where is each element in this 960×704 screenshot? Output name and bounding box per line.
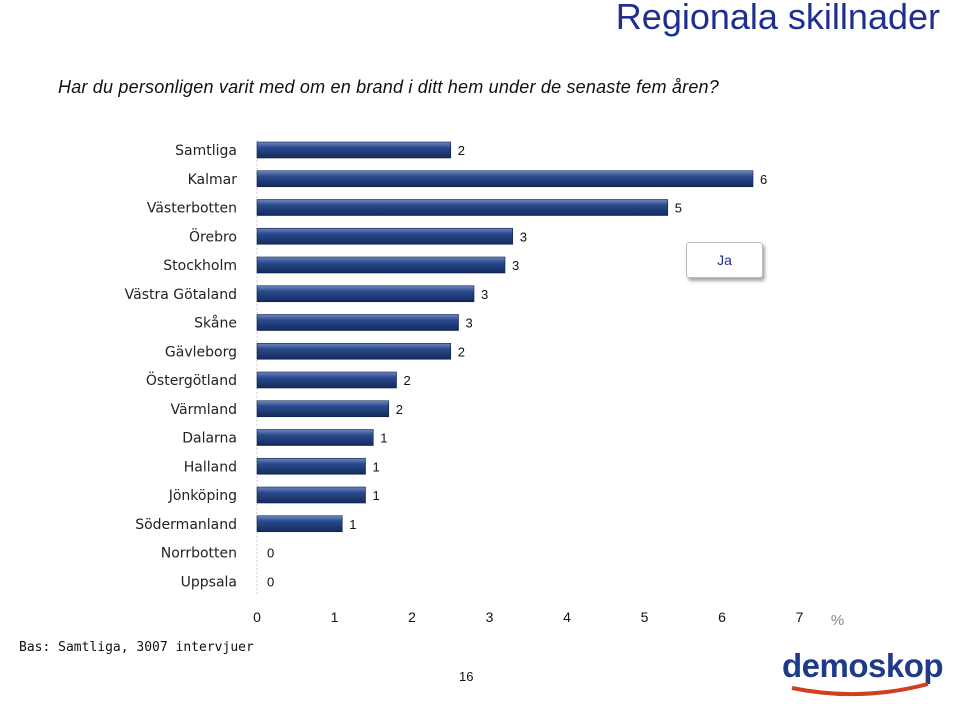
x-tick-label: 5 — [641, 609, 649, 625]
demoskop-logo: demoskop — [782, 647, 944, 684]
data-label: 1 — [373, 459, 380, 474]
category-label: Norrbotten — [161, 546, 237, 562]
bar — [256, 227, 514, 245]
data-label: 3 — [466, 316, 473, 331]
category-label: Skåne — [194, 315, 237, 332]
bar — [256, 342, 452, 360]
data-label: 1 — [349, 517, 356, 532]
category-label: Samtliga — [175, 143, 237, 159]
data-label: 0 — [267, 574, 274, 589]
bar — [256, 314, 459, 331]
category-label: Västra Götaland — [125, 287, 237, 303]
bar — [256, 141, 452, 159]
data-label: 2 — [396, 402, 403, 417]
data-label: 2 — [458, 344, 465, 359]
category-label: Halland — [184, 459, 237, 475]
x-tick-label: 6 — [718, 609, 726, 625]
category-label: Västerbotten — [147, 201, 237, 217]
data-label: 6 — [760, 172, 767, 187]
category-label: Kalmar — [188, 172, 238, 188]
category-label: Dalarna — [182, 431, 237, 447]
category-label: Värmland — [171, 402, 237, 418]
bar — [256, 429, 374, 446]
category-label: Södermanland — [135, 517, 237, 533]
bar — [256, 371, 397, 389]
bar — [256, 285, 475, 303]
bar — [256, 457, 366, 475]
x-tick-label: 4 — [563, 609, 571, 625]
data-label: 3 — [512, 258, 519, 273]
category-label: Örebro — [189, 227, 237, 245]
page-title: Regionala skillnader — [615, 0, 940, 37]
data-label: 1 — [380, 431, 387, 446]
category-label: Östergötland — [146, 371, 237, 389]
bar — [256, 256, 506, 274]
bar — [256, 400, 390, 418]
bar — [256, 515, 343, 533]
data-label: 3 — [481, 287, 488, 302]
category-label: Stockholm — [163, 258, 237, 274]
category-label: Gävleborg — [165, 344, 237, 360]
x-tick-label: 0 — [253, 609, 261, 625]
data-label: 0 — [267, 546, 274, 561]
legend-label: Ja — [717, 252, 732, 268]
x-tick-label: 7 — [796, 609, 804, 625]
survey-question: Har du personligen varit med om en brand… — [58, 77, 719, 97]
data-label: 5 — [675, 201, 682, 216]
page-number: 16 — [459, 669, 474, 684]
x-tick-label: 1 — [331, 609, 339, 625]
data-label: 1 — [373, 488, 380, 503]
chart-legend: Ja — [686, 242, 763, 278]
bar — [256, 486, 366, 504]
x-tick-label: 2 — [408, 609, 416, 625]
x-axis-unit-label: % — [831, 612, 844, 629]
data-label: 3 — [520, 229, 527, 244]
category-label: Uppsala — [181, 574, 237, 590]
data-label: 2 — [458, 143, 465, 158]
x-tick-label: 3 — [486, 609, 494, 625]
base-note: Bas: Samtliga, 3007 intervjuer — [19, 640, 254, 655]
logo-swoosh-icon — [791, 682, 929, 697]
bar — [256, 199, 669, 216]
category-label: Jönköping — [168, 488, 237, 504]
data-label: 2 — [404, 373, 411, 388]
bar — [256, 170, 754, 188]
